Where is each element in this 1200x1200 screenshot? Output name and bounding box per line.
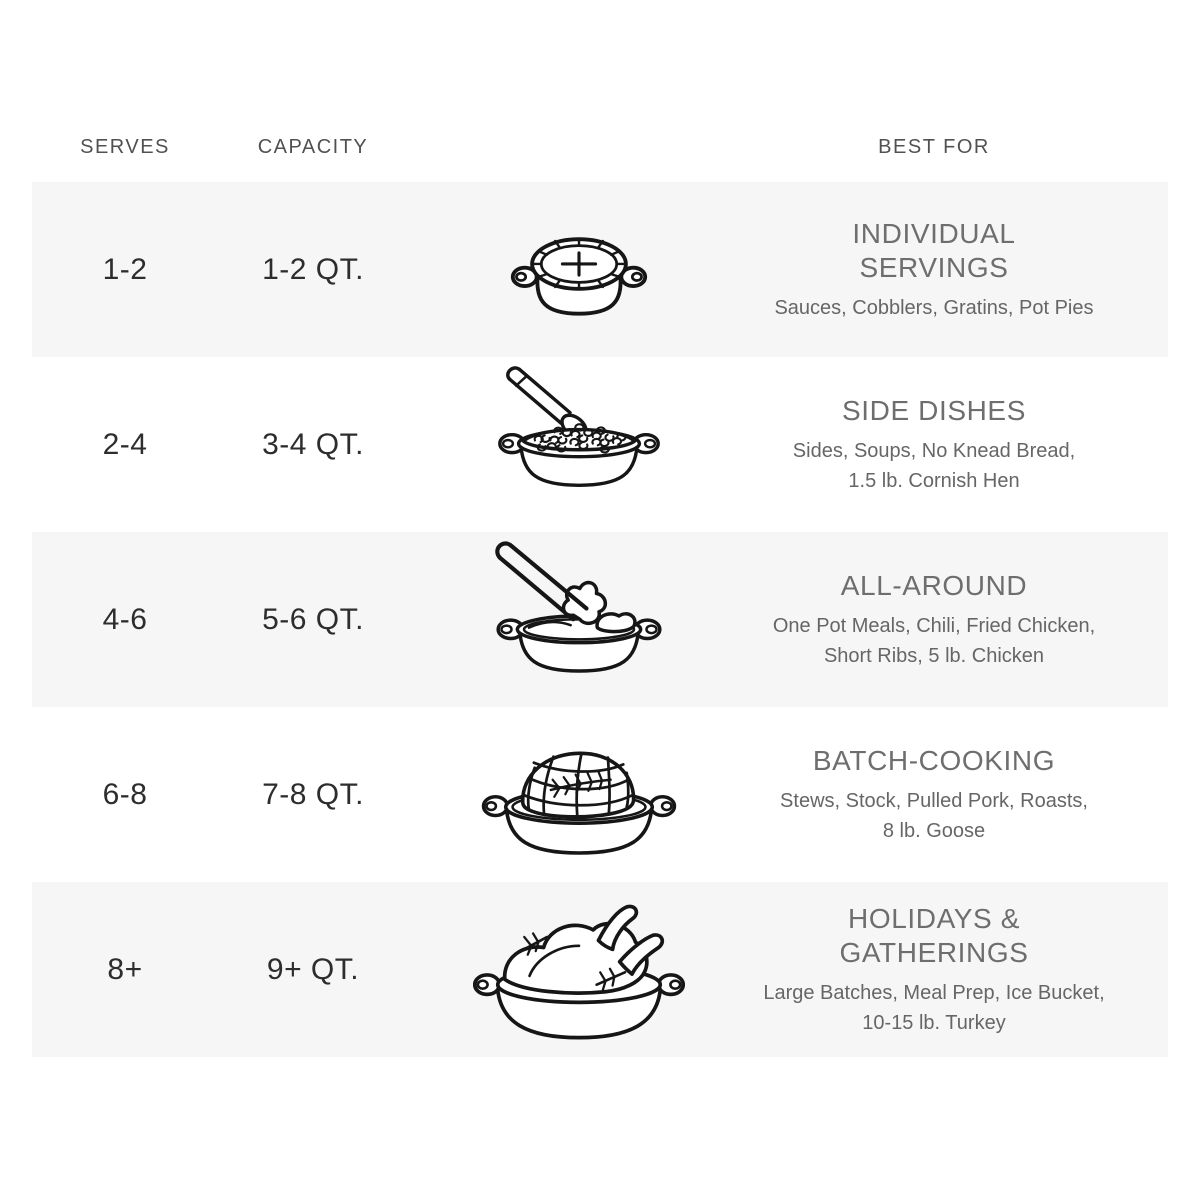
title-line: SERVINGS [859,251,1009,283]
desc-line: Stews, Stock, Pulled Pork, Roasts, [780,789,1088,812]
serves-value: 1-2 [102,252,148,286]
capacity-value: 1-2 QT. [262,252,364,286]
serves-value: 8+ [107,952,143,986]
pot-with-turkey-icon [408,897,734,1043]
serves-value: 2-4 [102,427,148,461]
title-line: HOLIDAYS & [848,902,1020,934]
best-for-title: SIDE DISHES [734,394,1134,428]
size-guide-table: SERVES CAPACITY BEST FOR 1-2 1-2 QT. [32,112,1168,1057]
capacity-value: 9+ QT. [266,952,360,986]
best-for-description: Sauces, Cobblers, Gratins, Pot Pies [734,293,1134,323]
title-line: INDIVIDUAL [852,217,1016,249]
desc-line: 10-15 lb. Turkey [862,1011,1006,1034]
pot-with-tongs-chicken-icon [408,540,734,676]
column-header-serves: SERVES [80,135,170,158]
pot-with-netted-roast-icon [408,729,734,860]
desc-line: Large Batches, Meal Prep, Ice Bucket, [763,981,1105,1004]
desc-line: 8 lb. Goose [882,819,986,842]
best-for-cell: ALL-AROUND One Pot Meals, Chili, Fried C… [734,569,1134,671]
best-for-cell: BATCH-COOKING Stews, Stock, Pulled Pork,… [734,744,1134,846]
column-header-capacity: CAPACITY [257,135,369,158]
table-row: 8+ 9+ QT. [32,882,1168,1057]
best-for-cell: INDIVIDUAL SERVINGS Sauces, Cobblers, Gr… [734,217,1134,323]
column-header-best-for: BEST FOR [878,135,990,158]
title-line: SIDE DISHES [842,394,1026,426]
desc-line: Sides, Soups, No Knead Bread, [792,439,1076,462]
best-for-description: Large Batches, Meal Prep, Ice Bucket, 10… [734,978,1134,1038]
table-row: 2-4 3-4 QT. [32,357,1168,532]
table-row: 4-6 5-6 QT. A [32,532,1168,707]
title-line: BATCH-COOKING [812,744,1056,776]
best-for-title: BATCH-COOKING [734,744,1134,778]
capacity-value: 3-4 QT. [262,427,364,461]
serves-value: 4-6 [102,602,148,636]
title-line: GATHERINGS [839,936,1029,968]
table-header-row: SERVES CAPACITY BEST FOR [32,112,1168,182]
desc-line: Sauces, Cobblers, Gratins, Pot Pies [774,296,1094,319]
capacity-value: 7-8 QT. [262,777,364,811]
best-for-title: INDIVIDUAL SERVINGS [734,217,1134,285]
desc-line: Short Ribs, 5 lb. Chicken [823,644,1045,667]
pot-with-spoon-icon [408,366,734,491]
best-for-cell: SIDE DISHES Sides, Soups, No Knead Bread… [734,394,1134,496]
serves-value: 6-8 [102,777,148,811]
desc-line: 1.5 lb. Cornish Hen [848,469,1020,492]
best-for-description: One Pot Meals, Chili, Fried Chicken, Sho… [734,611,1134,671]
best-for-cell: HOLIDAYS & GATHERINGS Large Batches, Mea… [734,902,1134,1038]
table-row: 6-8 7-8 QT. [32,707,1168,882]
best-for-title: HOLIDAYS & GATHERINGS [734,902,1134,970]
best-for-description: Stews, Stock, Pulled Pork, Roasts, 8 lb.… [734,786,1134,846]
pot-with-pot-pie-icon [408,218,734,321]
best-for-description: Sides, Soups, No Knead Bread, 1.5 lb. Co… [734,436,1134,496]
title-line: ALL-AROUND [840,569,1028,601]
desc-line: One Pot Meals, Chili, Fried Chicken, [772,614,1096,637]
capacity-value: 5-6 QT. [262,602,364,636]
best-for-title: ALL-AROUND [734,569,1134,603]
table-row: 1-2 1-2 QT. [32,182,1168,357]
